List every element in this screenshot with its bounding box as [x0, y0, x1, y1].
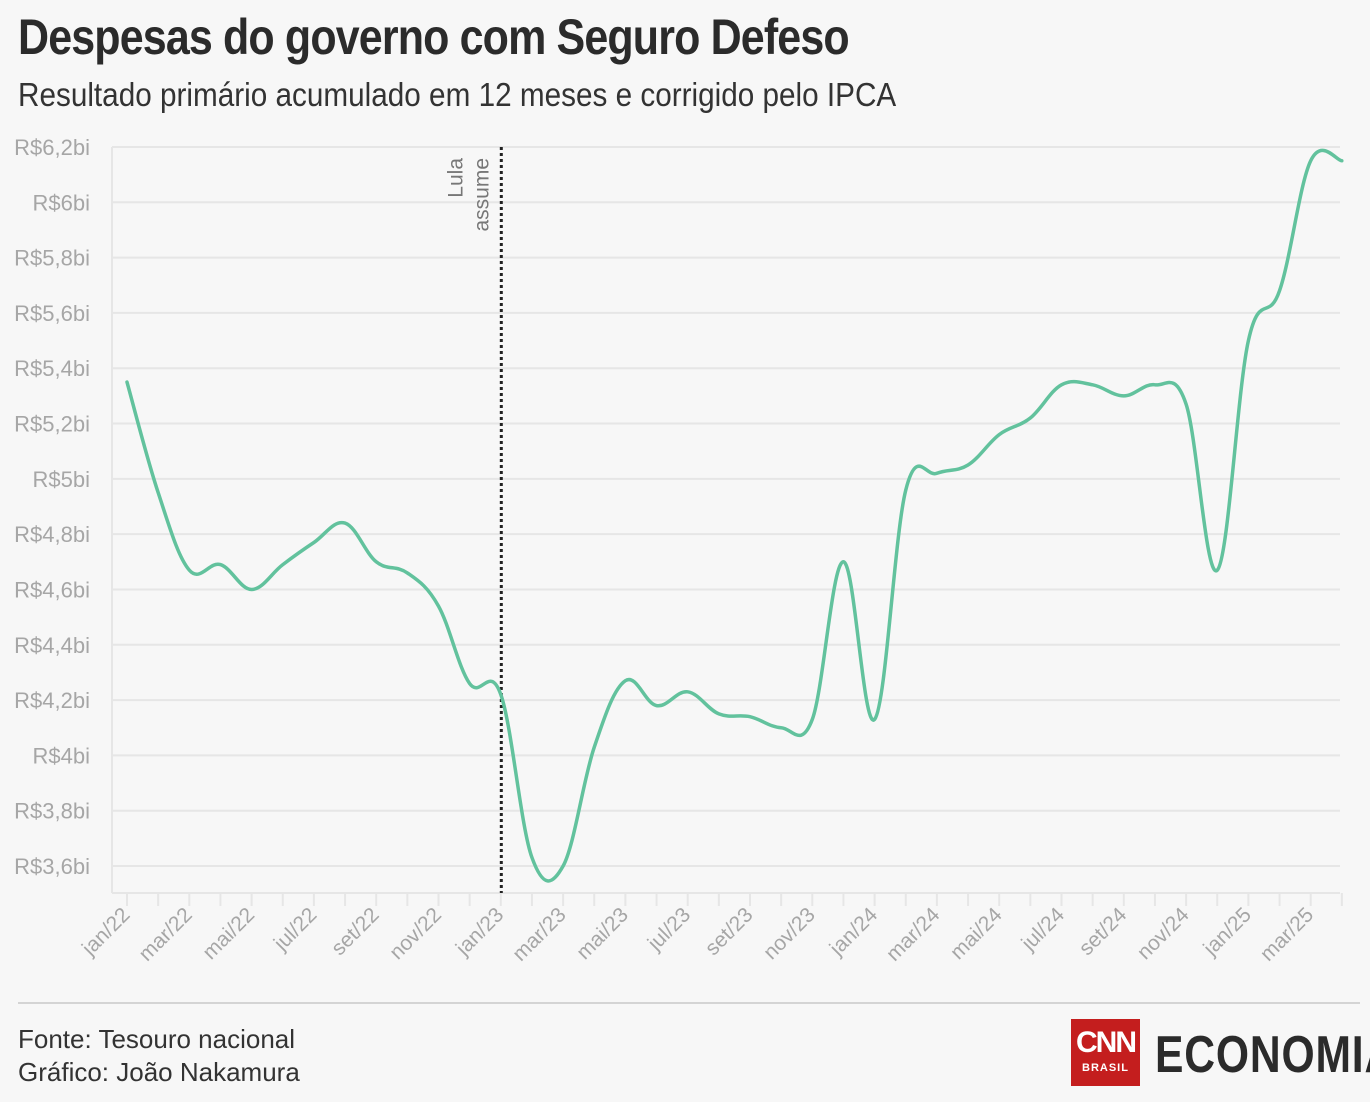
x-tick-label: set/24: [1075, 903, 1132, 960]
y-tick-label: R$6bi: [33, 190, 90, 215]
x-tick-label: set/22: [327, 903, 384, 960]
data-point-jan/24: [873, 717, 877, 721]
y-tick-label: R$4,6bi: [14, 577, 90, 602]
line-chart: R$6,2bi R$6bi R$5,8bi R$5,6bi R$5,4bi R$5,2bi…: [14, 135, 1344, 966]
data-point-abr/24: [966, 463, 970, 467]
y-tick-label: R$4,2bi: [14, 688, 90, 713]
data-point-dez/24: [1215, 568, 1219, 572]
data-point-abr/23: [592, 745, 596, 749]
data-point-jul/24: [1060, 383, 1064, 387]
data-point-dez/22: [468, 682, 472, 686]
data-point-mar/25: [1309, 159, 1313, 163]
data-point-mai/24: [997, 433, 1001, 437]
x-tick-label: jan/23: [451, 903, 508, 960]
x-tick-label: jul/23: [643, 903, 695, 955]
y-tick-label: R$4,4bi: [14, 633, 90, 658]
data-point-jun/24: [1028, 416, 1032, 420]
data-point-set/24: [1122, 394, 1126, 398]
cnn-logo-sub: BRASIL: [1082, 1062, 1129, 1074]
x-tick-label: mar/24: [882, 903, 945, 966]
x-tick-label: mai/22: [198, 903, 259, 964]
x-tick-label: jan/25: [1199, 903, 1256, 960]
y-tick-label: R$4,8bi: [14, 522, 90, 547]
y-tick-label: R$5,4bi: [14, 356, 90, 381]
series-line-0: [125, 148, 1344, 883]
annotation-label-line2: assume: [470, 158, 493, 232]
x-tick-label: set/23: [701, 903, 758, 960]
source-note: Fonte: Tesouro nacional: [18, 1024, 296, 1054]
data-point-nov/22: [437, 604, 441, 608]
cnn-logo-text: CNN: [1076, 1026, 1137, 1059]
y-tick-label: R$5,2bi: [14, 412, 90, 437]
data-point-jan/23: [499, 693, 503, 697]
data-point-ago/24: [1091, 383, 1095, 387]
x-tick-label: mai/23: [572, 903, 633, 964]
data-point-out/22: [405, 571, 409, 575]
x-tick-label: jan/24: [825, 903, 883, 961]
y-tick-label: R$5,8bi: [14, 246, 90, 271]
data-point-jul/22: [312, 541, 316, 545]
x-tick-label: mai/24: [946, 903, 1007, 964]
chart-title: Despesas do governo com Seguro Defeso: [18, 9, 850, 65]
data-point-fev/22: [156, 491, 160, 495]
gridlines: [111, 146, 1340, 893]
x-tick-label: nov/24: [1133, 903, 1194, 964]
x-tick-label: nov/23: [759, 903, 820, 964]
x-tick-label: mar/25: [1256, 903, 1318, 965]
data-point-jun/22: [281, 563, 285, 567]
data-point-mar/24: [935, 471, 939, 475]
data-point-mar/22: [187, 568, 191, 572]
data-point-set/22: [374, 560, 378, 564]
data-point-ago/23: [717, 712, 721, 716]
data-point-out/23: [779, 726, 783, 730]
annotation-lula: Lula assume: [444, 147, 503, 893]
data-point-nov/23: [810, 717, 814, 721]
data-point-jan/22: [125, 380, 129, 384]
x-tick-label: jul/22: [269, 903, 321, 955]
x-tick-label: jul/24: [1017, 903, 1070, 956]
data-point-abr/25: [1340, 159, 1344, 163]
data-point-set/23: [748, 715, 752, 719]
y-tick-label: R$5bi: [33, 467, 90, 492]
data-point-abr/22: [218, 563, 222, 567]
x-tick-label: mar/22: [134, 903, 196, 965]
series-group: [125, 148, 1344, 883]
x-axis: jan/22 mar/22 mai/22 jul/22 set/22 nov/22 jan/…: [77, 892, 1343, 966]
y-axis-ticks: R$6,2bi R$6bi R$5,8bi R$5,6bi R$5,4bi R$5,2bi…: [14, 135, 90, 879]
chart-subtitle: Resultado primário acumulado em 12 meses…: [18, 76, 897, 113]
y-tick-label: R$3,8bi: [14, 799, 90, 824]
data-point-mar/23: [561, 864, 565, 868]
cnn-brasil-logo: CNN BRASIL: [1071, 1019, 1140, 1086]
economia-wordmark: ECONOMIA: [1155, 1026, 1370, 1084]
data-point-jan/25: [1246, 339, 1250, 343]
x-tick-label: nov/22: [385, 903, 446, 964]
data-point-jul/23: [686, 690, 690, 694]
data-point-ago/22: [343, 521, 347, 525]
data-point-jun/23: [655, 704, 659, 708]
y-tick-label: R$6,2bi: [14, 135, 90, 160]
data-point-dez/23: [841, 560, 845, 564]
annotation-label-line1: Lula: [444, 158, 467, 198]
data-point-out/24: [1153, 383, 1157, 387]
data-point-mai/22: [250, 588, 254, 592]
data-point-mai/23: [623, 679, 627, 683]
y-tick-label: R$5,6bi: [14, 301, 90, 326]
x-tick-label: jan/22: [77, 903, 134, 960]
data-point-fev/23: [530, 856, 534, 860]
y-tick-label: R$3,6bi: [14, 854, 90, 879]
data-point-fev/24: [904, 488, 908, 492]
data-point-fev/25: [1278, 289, 1282, 293]
data-point-nov/24: [1184, 402, 1188, 406]
footer-divider: [18, 1002, 1360, 1004]
x-tick-label: mar/23: [508, 903, 570, 965]
y-tick-label: R$4bi: [33, 743, 90, 768]
credit-note: Gráfico: João Nakamura: [18, 1057, 300, 1087]
